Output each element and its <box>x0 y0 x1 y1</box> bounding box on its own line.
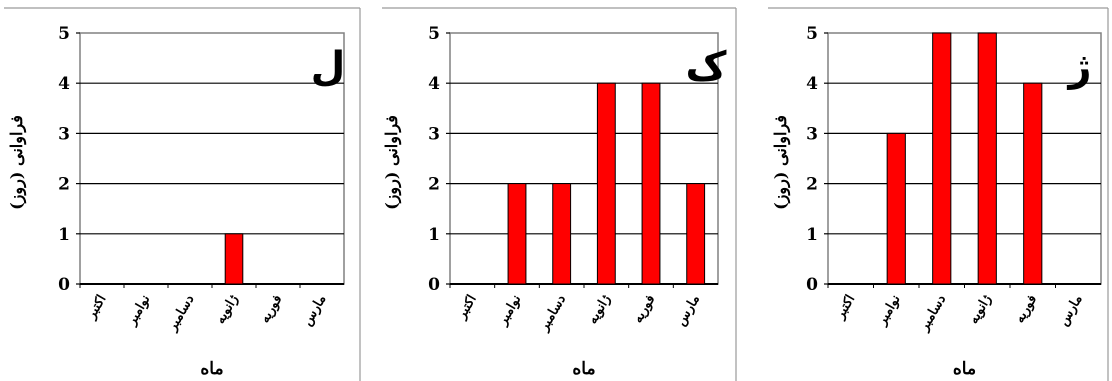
chart-panel-2: 0 1 2 3 4 5 اکتبر نوامبر دسامبر ژانویه فوریه مارس ما… <box>382 7 737 381</box>
x-axis-title: ماه <box>200 359 223 379</box>
x-tick-label: ژانویه <box>213 293 241 327</box>
bar <box>886 132 906 285</box>
panel-letter: ل <box>311 44 346 90</box>
x-tick-label: اکتبر <box>454 293 480 323</box>
x-tick-label: دسامبر <box>916 292 949 334</box>
y-tick-label: 1 <box>806 225 818 245</box>
chart-panel-1: 0 1 2 3 4 5 اکتبر نوامبر دسامبر ژانویه فوریه مارس ما… <box>4 7 361 381</box>
y-tick-label: 0 <box>806 275 818 295</box>
bar <box>596 82 616 285</box>
bar <box>686 183 706 285</box>
x-tick-label: ژانویه <box>585 293 613 327</box>
y-tick-label: 2 <box>806 175 818 195</box>
y-tick-label: 3 <box>806 124 818 144</box>
bar <box>977 32 997 285</box>
x-tick-label: نوامبر <box>124 293 153 329</box>
y-tick-label: 4 <box>58 74 70 94</box>
bar <box>507 183 527 285</box>
y-tick-label: 2 <box>58 175 70 195</box>
y-tick-label: 5 <box>806 24 818 44</box>
bar <box>224 233 244 285</box>
x-tick-label: مارس <box>674 292 704 328</box>
x-axis-title: ماه <box>953 359 976 379</box>
x-tick-label: مارس <box>1056 292 1086 328</box>
y-axis-title: فراوانی (روز) <box>771 115 791 210</box>
bar <box>1023 82 1043 285</box>
chart-panel-3: 0 1 2 3 4 5 اکتبر نوامبر دسامبر ژانویه فوریه مارس ما… <box>768 7 1109 381</box>
y-tick-label: 0 <box>428 275 440 295</box>
y-tick-label: 1 <box>428 225 440 245</box>
y-tick-label: 4 <box>806 74 818 94</box>
x-tick-label: اکتبر <box>832 293 858 323</box>
x-tick-label: نوامبر <box>874 293 903 329</box>
y-axis-title: فراوانی (روز) <box>382 115 402 210</box>
x-axis-title: ماه <box>572 359 595 379</box>
panel-letter: ک <box>686 44 727 90</box>
y-tick-label: 5 <box>58 24 70 44</box>
x-tick-label: فوریه <box>258 293 286 326</box>
panel-letter: ژ <box>1066 44 1091 90</box>
y-tick-label: 3 <box>58 124 70 144</box>
x-tick-label: نوامبر <box>495 293 524 329</box>
plot-area <box>827 32 1102 285</box>
x-tick-label: دسامبر <box>536 292 569 334</box>
y-tick-label: 1 <box>58 225 70 245</box>
y-tick-label: 3 <box>428 124 440 144</box>
x-tick-label: اکتبر <box>84 293 110 323</box>
plot-area <box>449 32 719 285</box>
y-tick-label: 4 <box>428 74 440 94</box>
x-tick-label: مارس <box>300 292 330 328</box>
plot-area <box>79 32 345 285</box>
x-tick-label: فوریه <box>1012 293 1040 326</box>
y-tick-label: 2 <box>428 175 440 195</box>
y-tick-label: 5 <box>428 24 440 44</box>
y-axis-title: فراوانی (روز) <box>7 115 27 210</box>
bar <box>932 32 952 285</box>
bar <box>641 82 661 285</box>
x-tick-label: دسامبر <box>165 292 198 334</box>
x-tick-label: ژانویه <box>966 293 994 327</box>
y-tick-label: 0 <box>58 275 70 295</box>
bar <box>552 183 572 285</box>
x-tick-label: فوریه <box>631 293 659 326</box>
